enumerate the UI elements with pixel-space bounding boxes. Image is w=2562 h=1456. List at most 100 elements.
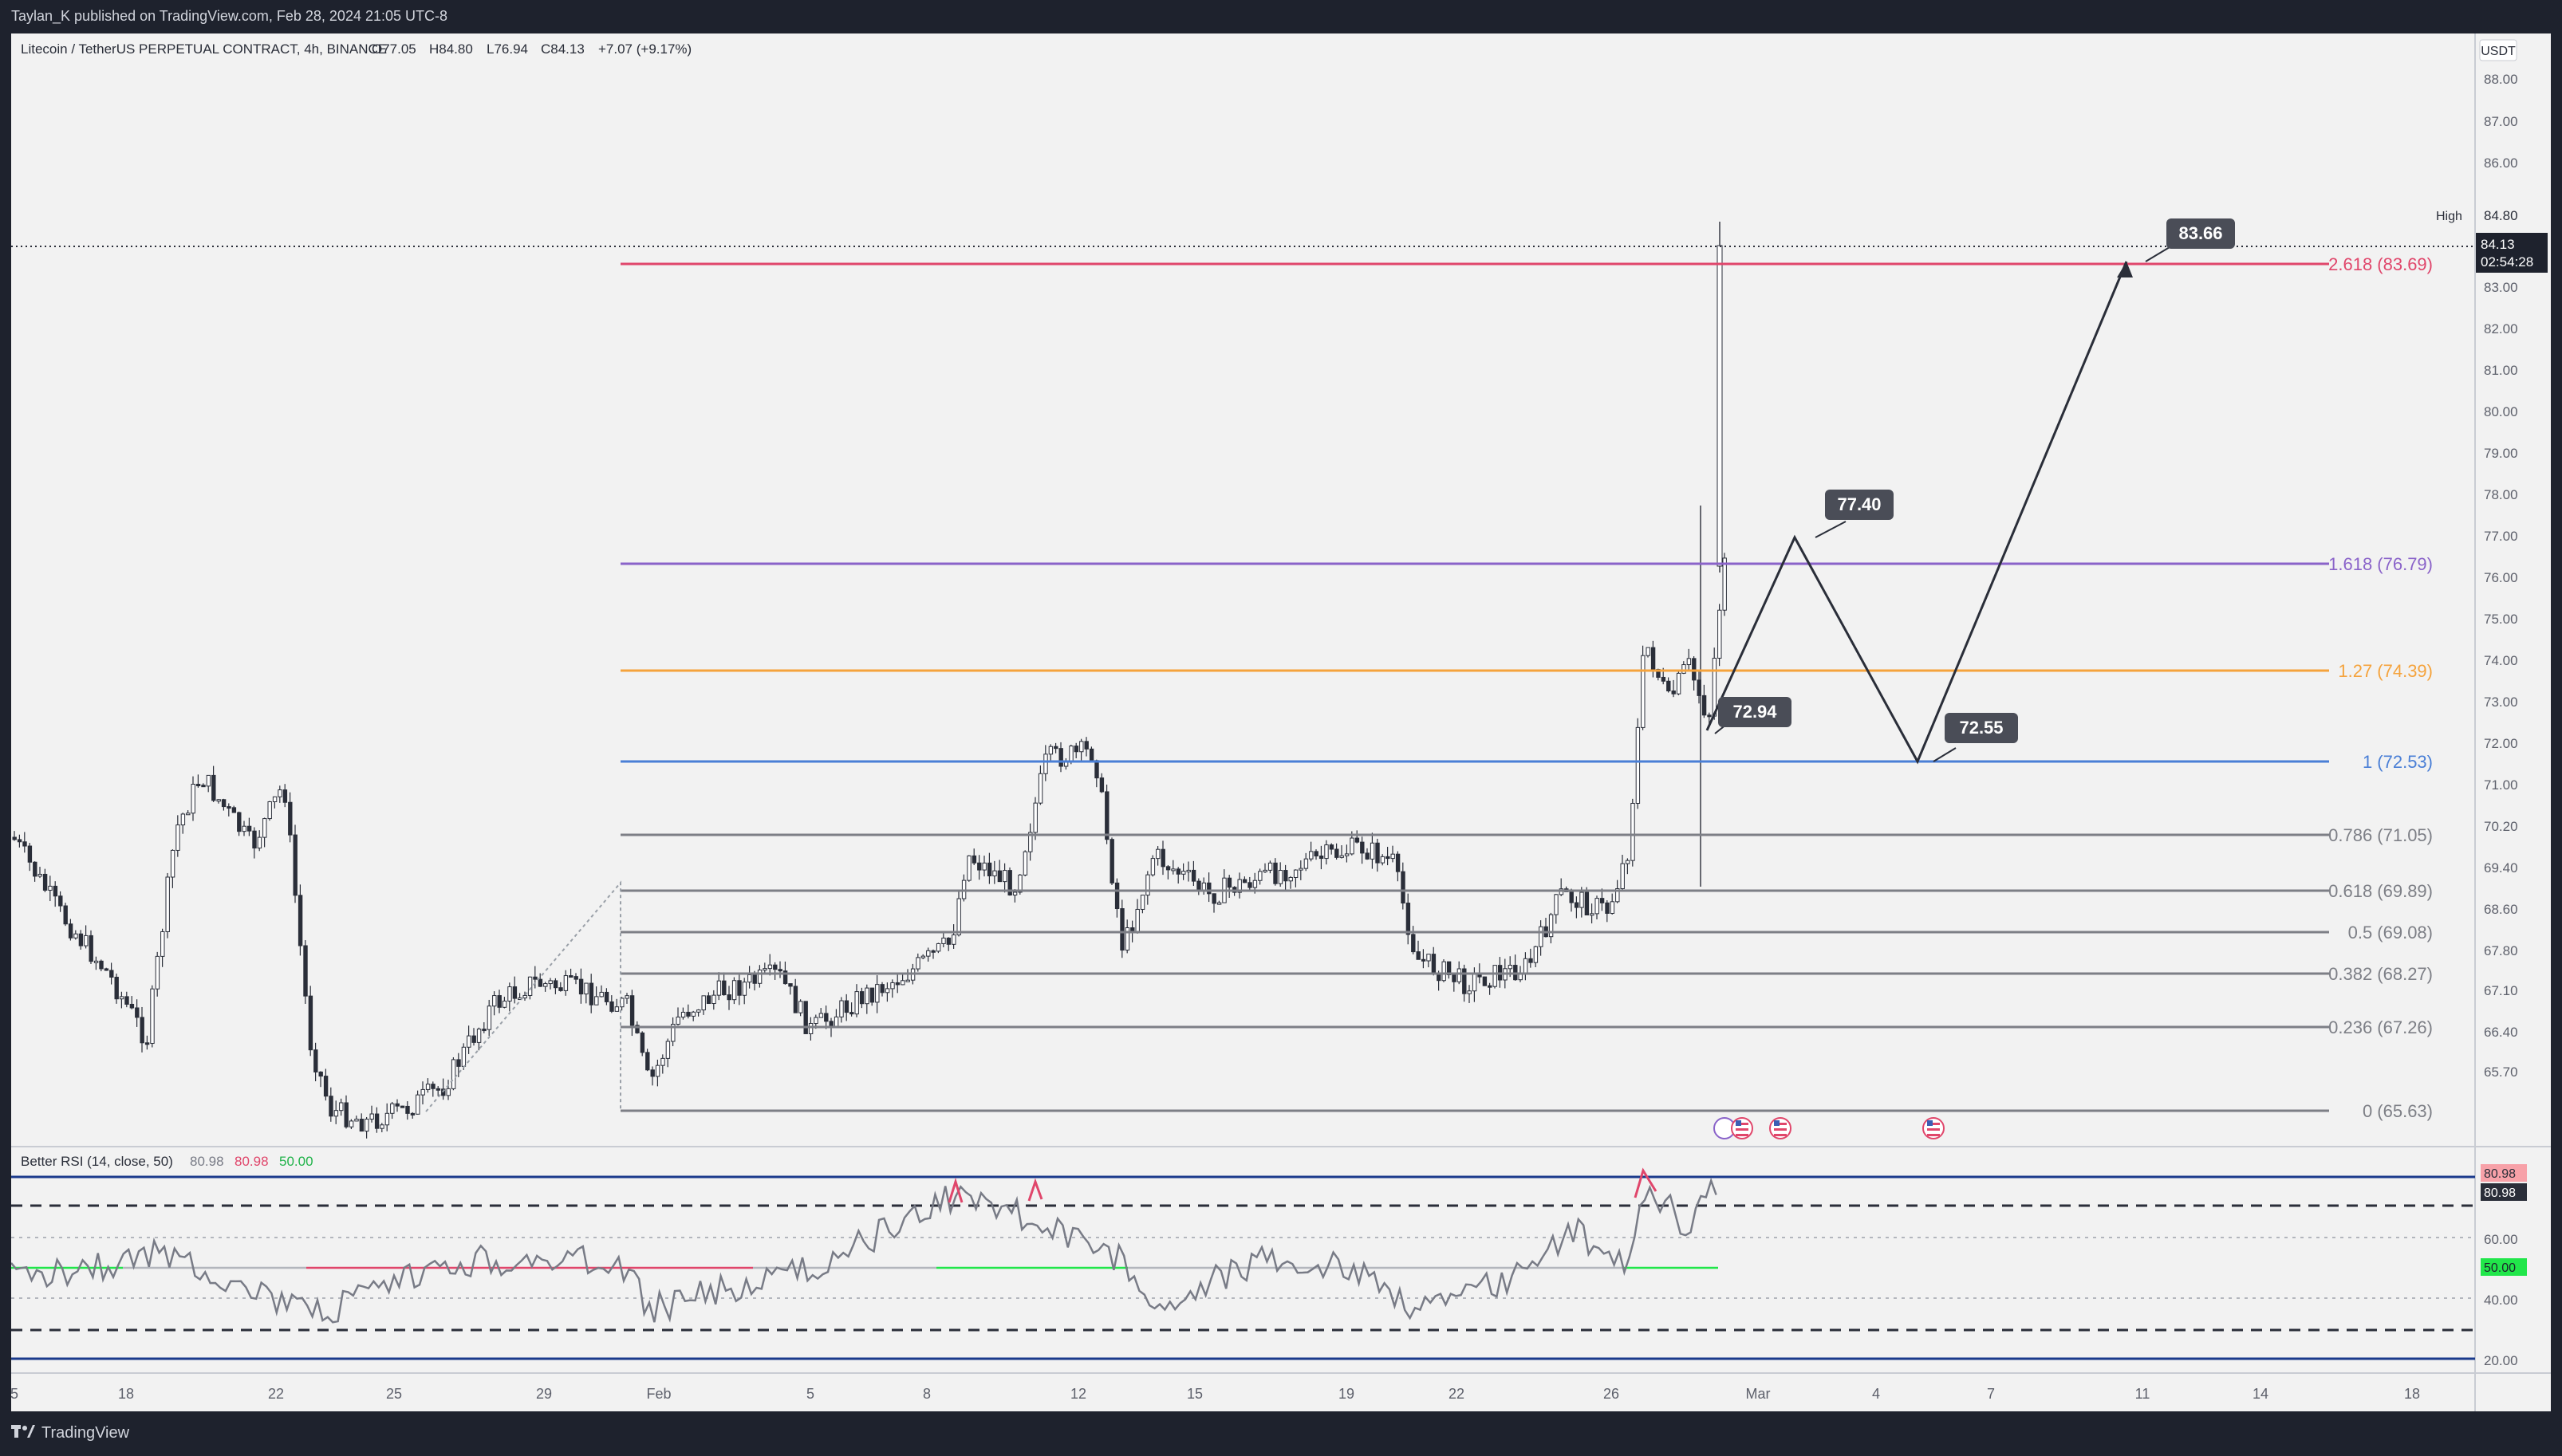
candle-body[interactable] (431, 1084, 436, 1089)
candle-body[interactable] (1533, 946, 1539, 963)
candle-body[interactable] (808, 1023, 814, 1034)
candle-body[interactable] (471, 1035, 476, 1043)
candle-body[interactable] (99, 960, 104, 970)
candle-body[interactable] (365, 1119, 369, 1132)
candle-body[interactable] (1518, 974, 1523, 981)
candle-body[interactable] (1074, 746, 1079, 753)
candle-body[interactable] (849, 1012, 854, 1015)
candle-body[interactable] (1707, 714, 1712, 718)
candle-body[interactable] (625, 995, 629, 999)
candle-body[interactable] (1054, 746, 1058, 750)
candle-body[interactable] (140, 1017, 144, 1044)
candle-body[interactable] (416, 1094, 420, 1115)
candle-body[interactable] (195, 784, 201, 787)
candle-body[interactable] (1554, 894, 1559, 915)
candle-body[interactable] (977, 862, 982, 871)
rsi-legend-name[interactable]: Better RSI (14, close, 50) (21, 1154, 173, 1169)
candle-body[interactable] (1012, 891, 1018, 896)
candle-body[interactable] (865, 987, 869, 1005)
candle-body[interactable] (1641, 655, 1646, 728)
candle-body[interactable] (671, 1024, 676, 1042)
candle-body[interactable] (987, 862, 992, 876)
candle-body[interactable] (1523, 958, 1528, 975)
candle-body[interactable] (339, 1102, 344, 1112)
candle-body[interactable] (231, 807, 237, 813)
candle-body[interactable] (1258, 871, 1263, 881)
candle-body[interactable] (298, 895, 303, 946)
candle-body[interactable] (73, 933, 78, 939)
candle-body[interactable] (1058, 748, 1063, 767)
candle-body[interactable] (839, 1000, 844, 1017)
candle-body[interactable] (1263, 869, 1267, 872)
candle-body[interactable] (502, 1000, 507, 1008)
candle-body[interactable] (170, 849, 175, 878)
candle-body[interactable] (1574, 902, 1579, 908)
candle-body[interactable] (1242, 879, 1247, 883)
candle-body[interactable] (869, 987, 875, 1003)
candle-body[interactable] (1492, 965, 1497, 987)
candle-body[interactable] (778, 969, 782, 972)
candle-body[interactable] (1354, 837, 1360, 843)
candle-body[interactable] (731, 980, 737, 1001)
candle-body[interactable] (456, 1059, 461, 1067)
candle-body[interactable] (905, 979, 910, 982)
candle-body[interactable] (1084, 741, 1089, 750)
candle-body[interactable] (384, 1112, 390, 1126)
candle-body[interactable] (1105, 791, 1110, 840)
candle-body[interactable] (68, 923, 73, 939)
candle-body[interactable] (1196, 880, 1201, 891)
candle-body[interactable] (982, 862, 987, 871)
candle-body[interactable] (533, 976, 538, 980)
candle-body[interactable] (1140, 895, 1145, 910)
candle-body[interactable] (1405, 903, 1411, 935)
candle-body[interactable] (165, 876, 170, 932)
candle-body[interactable] (1390, 853, 1395, 860)
candle-body[interactable] (716, 980, 722, 996)
candle-body[interactable] (956, 898, 961, 935)
candle-body[interactable] (1610, 901, 1615, 914)
candle-body[interactable] (186, 813, 191, 816)
candle-body[interactable] (854, 991, 859, 1015)
candle-body[interactable] (727, 994, 731, 1001)
candle-body[interactable] (1247, 882, 1252, 888)
candle-body[interactable] (676, 1017, 680, 1025)
candlestick-series[interactable] (12, 222, 1727, 1139)
candle-body[interactable] (706, 995, 711, 1005)
candle-body[interactable] (53, 885, 58, 897)
callout-7255[interactable]: 72.55 (1933, 713, 2018, 762)
candle-body[interactable] (737, 980, 742, 996)
candle-body[interactable] (972, 855, 977, 864)
candle-body[interactable] (527, 976, 533, 996)
candle-body[interactable] (211, 774, 216, 801)
candle-body[interactable] (629, 995, 635, 1026)
candle-body[interactable] (1038, 773, 1043, 804)
candle-body[interactable] (492, 995, 497, 1007)
candle-body[interactable] (936, 942, 941, 952)
candle-body[interactable] (124, 996, 129, 1005)
candle-body[interactable] (1048, 746, 1054, 755)
chart-area[interactable]: 2.618 (83.69) 1.618 (76.79) 1.27 (74.39)… (11, 33, 2551, 1411)
candle-body[interactable] (782, 970, 788, 985)
candle-body[interactable] (1456, 968, 1462, 982)
candle-body[interactable] (507, 986, 512, 1001)
candle-body[interactable] (1712, 657, 1717, 717)
candle-body[interactable] (1145, 874, 1150, 896)
fib-anchor-trendline[interactable] (425, 880, 621, 1112)
candle-body[interactable] (242, 825, 246, 832)
candle-body[interactable] (773, 964, 778, 970)
candle-body[interactable] (1278, 870, 1283, 884)
candle-body[interactable] (313, 1049, 318, 1072)
candle-body[interactable] (594, 996, 599, 1005)
candle-body[interactable] (1380, 856, 1385, 864)
candle-body[interactable] (1135, 908, 1140, 932)
candle-body[interactable] (257, 836, 262, 849)
candle-body[interactable] (1620, 863, 1625, 890)
candle-body[interactable] (722, 980, 727, 996)
candle-body[interactable] (701, 995, 706, 1011)
candle-body[interactable] (252, 830, 257, 849)
candle-body[interactable] (12, 836, 17, 840)
candle-body[interactable] (272, 796, 278, 802)
candle-body[interactable] (1028, 832, 1033, 852)
candle-body[interactable] (747, 974, 752, 983)
candle-body[interactable] (1482, 976, 1488, 986)
